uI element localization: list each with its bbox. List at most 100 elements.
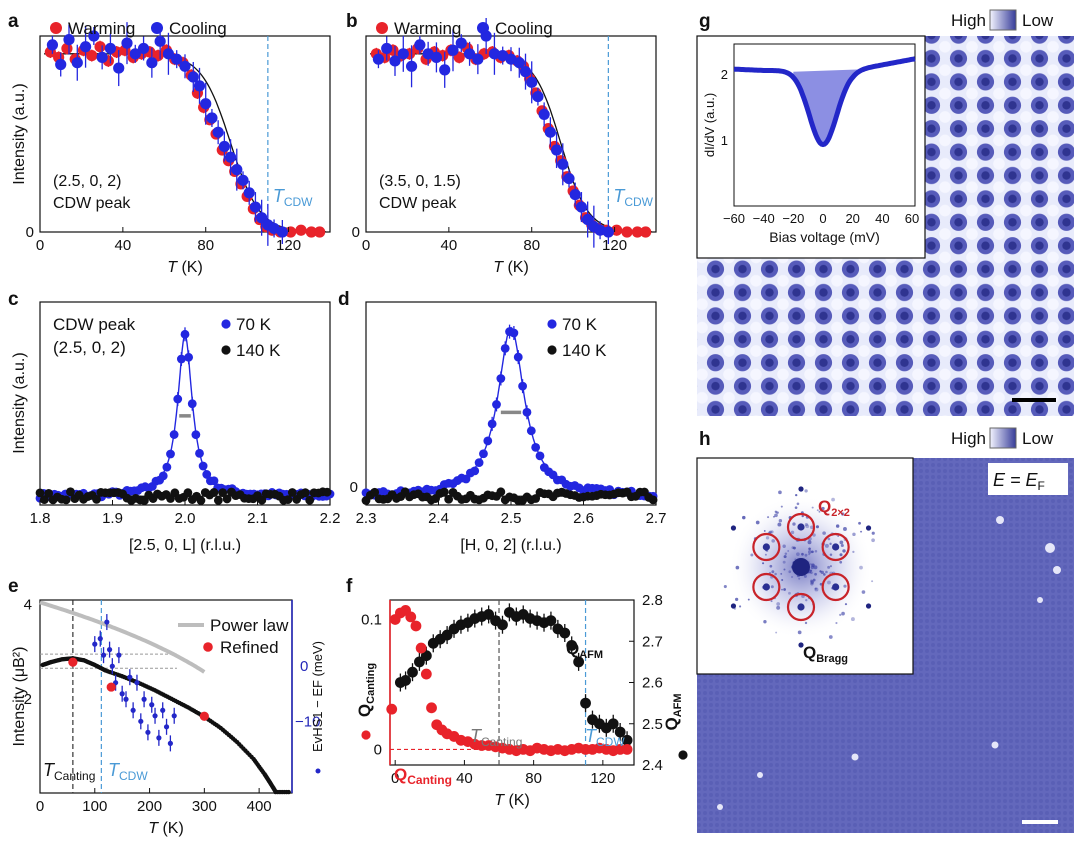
cooling-point	[46, 39, 59, 51]
fft-noise-dot	[805, 524, 810, 529]
point-70K	[513, 352, 523, 362]
axis-unit: (K)	[503, 259, 529, 276]
q2x2-label: Q2×2	[818, 497, 850, 519]
x-tick-label: 2.3	[356, 510, 377, 527]
fft-noise-dot	[790, 530, 795, 535]
legend-warming-marker	[50, 22, 62, 34]
fft-noise-dot	[827, 580, 831, 585]
cooling-point	[544, 126, 556, 138]
text-sub: Canting	[365, 663, 377, 704]
qafm-point	[559, 627, 571, 639]
cooling-point	[381, 42, 393, 55]
text-sub: CDW	[119, 769, 148, 783]
y-axis-marker	[361, 730, 371, 740]
point-140K	[61, 495, 71, 505]
evhs-point	[160, 707, 166, 713]
fft-noise-dot	[783, 568, 786, 571]
x-tick-label: 2.1	[247, 510, 268, 527]
fft-noise-dot	[810, 569, 813, 572]
defect-spot	[991, 741, 999, 749]
point-140K	[183, 488, 193, 498]
x-axis-label: T (K)	[148, 820, 184, 837]
scale-bar	[1022, 820, 1058, 824]
y-right-tick-label: 2.8	[642, 592, 663, 609]
text-main: T	[470, 726, 483, 746]
plot-frame	[39, 35, 331, 233]
cooling-point	[212, 126, 224, 138]
fft-noise-dot	[837, 535, 840, 537]
text-main: E = E	[993, 470, 1039, 490]
fft-noise-dot	[835, 524, 840, 528]
qafm-point	[573, 656, 585, 668]
cooling-point	[154, 35, 166, 47]
x-tick-label: 300	[192, 798, 217, 815]
qcanting-point	[621, 744, 633, 755]
point-140K	[218, 488, 228, 498]
evhs-point	[171, 713, 177, 719]
refined-point	[199, 711, 209, 721]
fft-noise-dot	[827, 565, 831, 569]
point-70K	[173, 394, 183, 404]
cooling-point	[55, 58, 67, 71]
fft-noise-dot	[770, 585, 774, 589]
fft-noise-dot	[762, 562, 765, 565]
fft-noise-dot	[844, 603, 848, 606]
y-right-tick-label: 2.4	[642, 757, 663, 774]
x-tick-label: 0	[36, 798, 44, 815]
fft-noise-dot	[735, 597, 739, 602]
point-140K	[196, 496, 206, 505]
text-sub: Canting	[407, 773, 452, 787]
cooling-point	[430, 51, 443, 63]
fft-noise-dot	[788, 570, 792, 574]
cooling-point	[550, 144, 563, 156]
fft-noise-dot	[810, 565, 815, 570]
fft-2x2-peak	[762, 583, 770, 591]
point-70K	[191, 430, 201, 440]
cdw-peak-label: CDW peak	[53, 195, 131, 212]
inset-x-tick-label: 20	[845, 211, 859, 226]
x-tick-label: 40	[441, 237, 458, 254]
point-140K	[213, 496, 223, 505]
fft-noise-dot	[771, 570, 775, 574]
qafm-point	[497, 619, 508, 631]
energy-label-box	[988, 463, 1068, 495]
cooling-point	[96, 51, 108, 63]
fft-noise-dot	[771, 539, 775, 543]
fft-noise-dot	[871, 580, 874, 583]
cooling-point	[200, 98, 212, 110]
refined-point	[106, 682, 116, 692]
x-tick-label: 80	[525, 770, 542, 787]
peak-fit-curve	[366, 326, 656, 494]
point-70K	[166, 449, 175, 459]
point-70K	[169, 430, 179, 439]
inset-y-tick-label: 1	[721, 133, 728, 148]
legend-cooling-label: Cooling	[495, 19, 553, 38]
defect-spot	[1045, 543, 1055, 553]
y-tick-label: 0	[374, 741, 382, 758]
fft-noise-dot	[770, 530, 774, 534]
point-140K	[648, 495, 658, 505]
point-140K	[439, 487, 449, 497]
cooling-point	[113, 62, 125, 74]
cooling-point	[389, 55, 401, 67]
text-sub: F	[1038, 479, 1045, 493]
fft-noise-dot	[809, 525, 814, 530]
fft-noise-dot	[796, 502, 800, 506]
legend-140K-label: 140 K	[562, 341, 607, 360]
fft-noise-dot	[810, 571, 813, 574]
point-70K	[522, 407, 532, 417]
cooling-point	[439, 64, 451, 76]
evhs-point	[92, 641, 98, 647]
fft-noise-dot	[822, 531, 826, 535]
fft-noise-dot	[839, 613, 842, 617]
evhs-point	[145, 729, 151, 735]
warming-point	[305, 226, 317, 238]
evhs-point	[116, 652, 122, 658]
cooling-point	[71, 57, 83, 69]
fft-noise-dot	[796, 552, 800, 557]
text-sub: Bragg	[816, 653, 848, 665]
inset-x-tick-label: −20	[782, 211, 804, 226]
fft-bragg-peak	[865, 525, 872, 531]
fft-noise-dot	[835, 621, 838, 625]
fft-noise-dot	[805, 598, 808, 602]
